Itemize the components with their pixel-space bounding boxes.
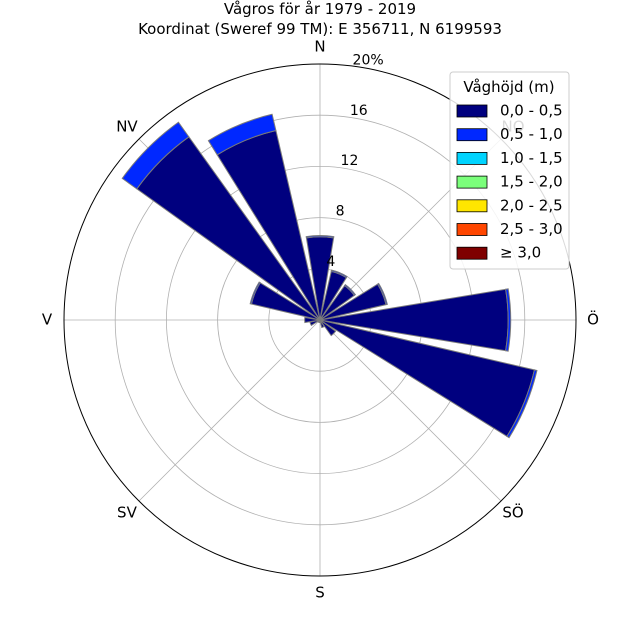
direction-label: S — [315, 584, 325, 602]
radial-tick-label: 8 — [336, 203, 345, 219]
legend-items: 0,0 - 0,5 0,5 - 1,0 1,0 - 1,5 1,5 - 2,0 2,0 … — [456, 102, 563, 262]
rose-bar-segment — [330, 269, 348, 279]
radial-tick-label: 12 — [341, 153, 359, 169]
legend-label: 2,0 - 2,5 — [500, 196, 563, 214]
chart-title: Vågros för år 1979 - 2019 — [224, 0, 416, 18]
radial-tick-label: 4 — [326, 254, 335, 270]
rose-bar-segment — [207, 113, 277, 156]
legend-swatch — [456, 104, 488, 118]
grid-spoke — [138, 319, 321, 502]
polar-frame — [63, 63, 577, 577]
rose-bar-segment — [309, 319, 321, 327]
legend-label: ≥ 3,0 — [500, 244, 541, 262]
rose-bar-segment — [376, 282, 388, 306]
legend-swatch — [456, 151, 488, 165]
legend-swatch — [456, 246, 488, 260]
direction-label: N — [314, 38, 325, 56]
direction-label: SÖ — [502, 503, 523, 522]
direction-label: SV — [117, 504, 138, 522]
rose-bar-segment — [121, 121, 190, 190]
legend-label: 1,0 - 1,5 — [500, 149, 563, 167]
rose-bar-segment — [505, 288, 512, 352]
rose-bar-segment — [343, 283, 357, 297]
rose-bar-segment — [319, 319, 337, 337]
rose-bar-segment — [319, 319, 325, 329]
legend-label: 1,5 - 2,0 — [500, 173, 563, 191]
direction-label: Ö — [587, 310, 599, 329]
legend-label: 2,5 - 3,0 — [500, 220, 563, 238]
rose-bars — [121, 113, 538, 439]
legend-swatch — [456, 175, 488, 189]
legend-swatch — [456, 223, 488, 236]
grid-spoke — [319, 319, 502, 502]
legend-title: Våghöjd (m) — [463, 78, 554, 96]
rose-bar-segment — [304, 316, 321, 324]
rose-bar-segment — [249, 281, 261, 305]
legend-swatch — [456, 128, 488, 142]
radial-tick-labels: 4 8 12 16 20% — [326, 52, 383, 269]
legend-label: 0,5 - 1,0 — [500, 125, 563, 143]
legend-swatch — [456, 199, 488, 213]
legend-frame — [449, 71, 570, 270]
radial-tick-label: 20% — [353, 52, 384, 68]
direction-label: V — [42, 311, 53, 329]
legend-label: 0,0 - 0,5 — [500, 102, 563, 120]
rose-bar-segment — [506, 369, 538, 439]
legend: Våghöjd (m) 0,0 - 0,5 0,5 - 1,0 1,0 - 1,5 1… — [449, 71, 570, 270]
direction-label: NV — [116, 117, 138, 135]
radial-tick-label: 16 — [350, 103, 368, 119]
rose-bar-segment — [305, 235, 335, 239]
chart-subtitle: Koordinat (Sweref 99 TM): E 356711, N 61… — [138, 20, 502, 38]
